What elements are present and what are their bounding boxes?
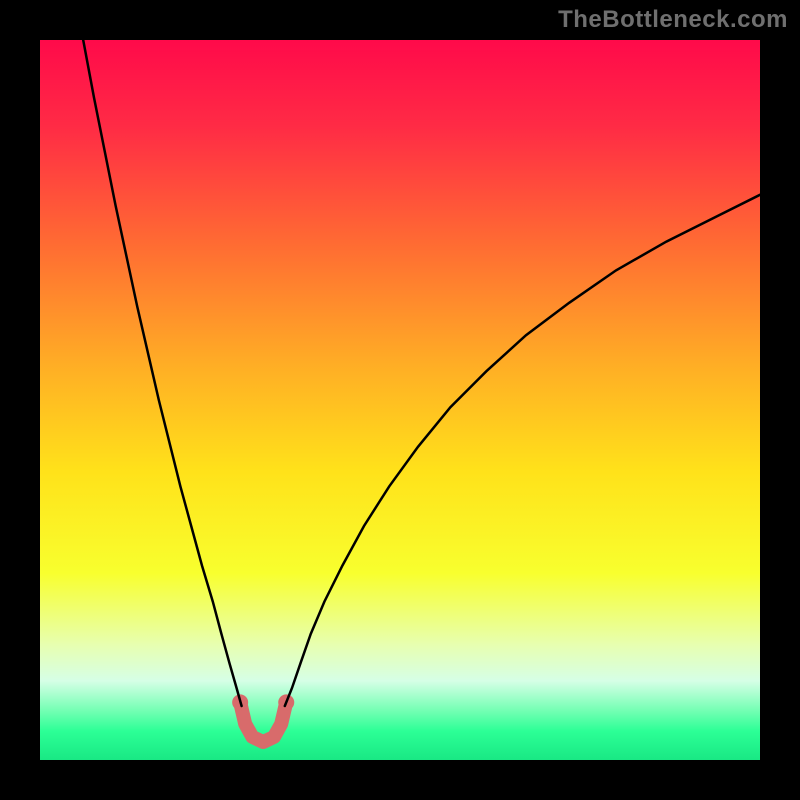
gradient-background xyxy=(40,40,760,760)
plot-area xyxy=(40,40,760,760)
chart-svg xyxy=(40,40,760,760)
watermark-text: TheBottleneck.com xyxy=(558,6,788,34)
chart-stage: TheBottleneck.com xyxy=(0,0,800,800)
